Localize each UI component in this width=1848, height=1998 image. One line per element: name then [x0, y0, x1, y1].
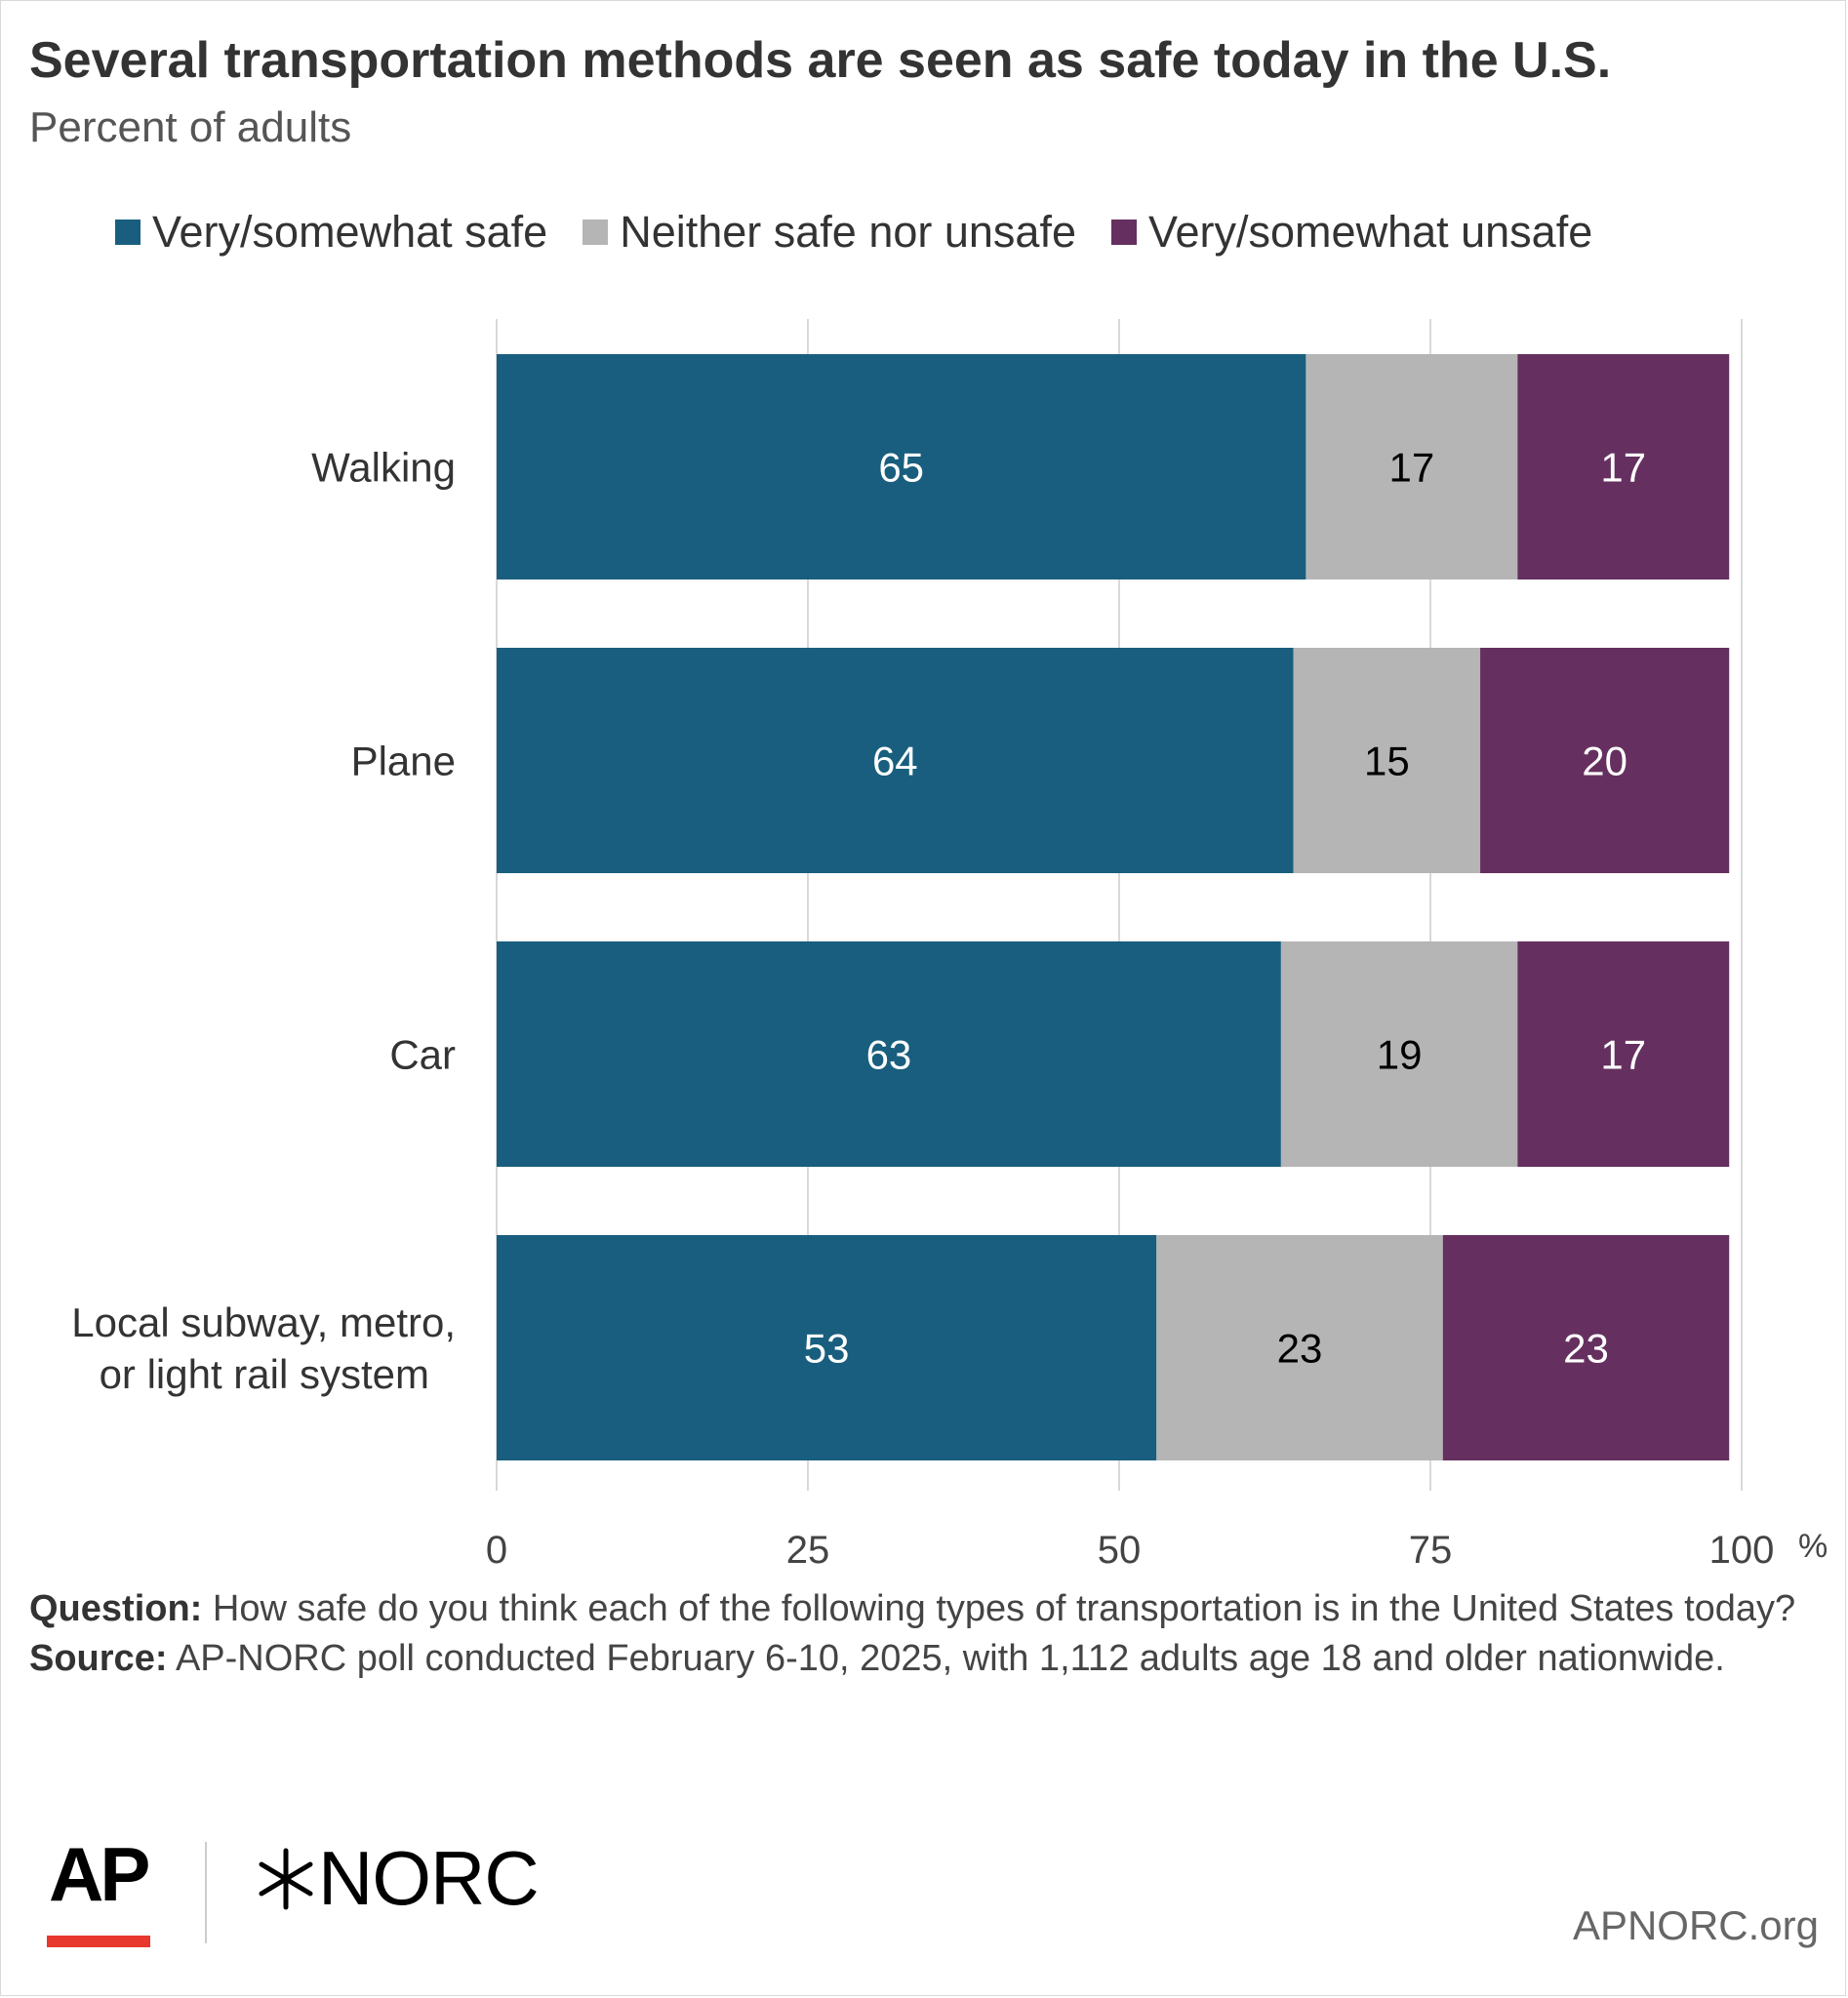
- bar-segment: [1480, 648, 1730, 873]
- footnote: Question: How safe do you think each of …: [29, 1584, 1815, 1684]
- data-label: 20: [1582, 739, 1627, 784]
- category-label: Walking: [311, 445, 456, 491]
- data-label: 65: [878, 445, 924, 491]
- source-text: AP-NORC poll conducted February 6-10, 20…: [167, 1638, 1725, 1679]
- legend-label-neither: Neither safe nor unsafe: [620, 207, 1076, 257]
- data-label: 23: [1277, 1326, 1323, 1372]
- data-label: 15: [1364, 739, 1410, 784]
- site-url: APNORC.org: [1572, 1902, 1819, 1948]
- stacked-bar-chart: 0 25 50 75 100 % Walking 65 17 17 Plane 64 15 20 Car 63…: [71, 319, 1828, 1572]
- bar-segment: [1280, 941, 1518, 1167]
- ap-logo-underline: [47, 1936, 150, 1947]
- question-note: Question: How safe do you think each of …: [29, 1584, 1815, 1634]
- category-label: Car: [389, 1032, 456, 1078]
- legend: Very/somewhat safe Neither safe nor unsa…: [115, 207, 1627, 258]
- norc-star-icon: [259, 1848, 313, 1909]
- legend-swatch-unsafe: [1110, 220, 1137, 245]
- source-label: Source:: [29, 1638, 168, 1679]
- bar-segment: [1517, 941, 1730, 1167]
- x-tick-label: 50: [1098, 1529, 1142, 1572]
- x-tick-label: 0: [486, 1529, 507, 1572]
- question-text: How safe do you think each of the follow…: [202, 1588, 1796, 1629]
- bar-segment: [497, 1235, 1157, 1460]
- question-label: Question:: [29, 1588, 203, 1629]
- legend-label-safe: Very/somewhat safe: [152, 207, 548, 257]
- chart-title: Several transportation methods are seen …: [29, 32, 1612, 89]
- bar-segment: [1517, 354, 1730, 579]
- legend-label-unsafe: Very/somewhat unsafe: [1147, 207, 1593, 257]
- bar-segment: [1156, 1235, 1443, 1460]
- x-tick-label: 100: [1709, 1529, 1775, 1572]
- x-tick-label: 75: [1409, 1529, 1453, 1572]
- norc-logo-text: NORC: [318, 1835, 540, 1921]
- category-label: Plane: [351, 739, 456, 784]
- bar-segment: [1293, 648, 1481, 873]
- data-label: 17: [1600, 1032, 1646, 1078]
- data-label: 64: [872, 739, 918, 784]
- ap-logo: AP: [49, 1831, 150, 1917]
- legend-item-unsafe: Very/somewhat unsafe: [1110, 207, 1593, 258]
- data-label: 53: [804, 1326, 850, 1372]
- bar-segment: [497, 941, 1281, 1167]
- bar-segment: [497, 354, 1306, 579]
- legend-item-safe: Very/somewhat safe: [115, 207, 547, 258]
- chart-subtitle: Percent of adults: [29, 103, 352, 151]
- legend-item-neither: Neither safe nor unsafe: [583, 207, 1076, 258]
- x-tick-label: 25: [786, 1529, 830, 1572]
- logo-divider: [205, 1842, 207, 1943]
- data-label: 23: [1563, 1326, 1609, 1372]
- data-label: 17: [1600, 445, 1646, 491]
- legend-swatch-neither: [583, 220, 609, 245]
- source-note: Source: AP-NORC poll conducted February …: [29, 1634, 1815, 1684]
- bar-segment: [1442, 1235, 1730, 1460]
- data-label: 19: [1377, 1032, 1423, 1078]
- legend-swatch-safe: [115, 220, 141, 245]
- category-label: Local subway, metro, or light rail system: [71, 1299, 456, 1397]
- bar-segment: [1306, 354, 1518, 579]
- x-axis-unit: %: [1798, 1528, 1828, 1565]
- norc-logo: NORC: [254, 1834, 540, 1923]
- bar-segment: [497, 648, 1294, 873]
- data-label: 63: [866, 1032, 912, 1078]
- data-label: 17: [1389, 445, 1435, 491]
